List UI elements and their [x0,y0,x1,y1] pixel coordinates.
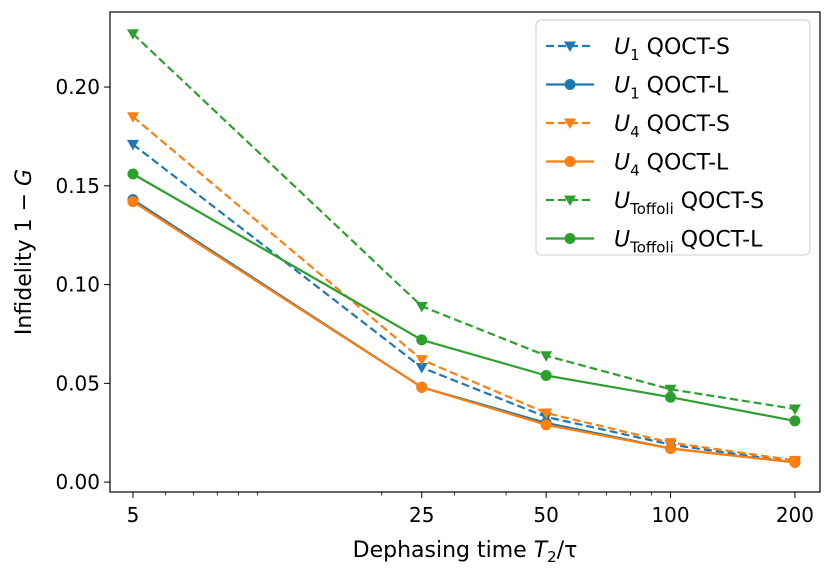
legend-label: U1 QOCT-S [614,35,730,64]
series-utoffoli-qoct-s [126,29,801,416]
legend-label: UToffoli QOCT-S [614,189,764,218]
data-point [126,139,139,151]
legend-label: U4 QOCT-S [614,112,730,141]
x-axis-title: Dephasing time T2/τ [353,538,578,566]
series-u4-qoct-l [127,196,801,468]
data-point [415,301,428,313]
x-tick-label: 5 [127,503,140,527]
plot-frame [109,11,821,493]
data-point [127,196,139,208]
legend-marker [564,118,576,129]
legend-item: U4 QOCT-L [546,151,729,180]
legend-label: UToffoli QOCT-L [614,228,763,257]
data-point [788,404,801,416]
data-point [416,381,428,393]
legend-item: U1 QOCT-S [546,35,730,64]
legend-frame [535,19,811,256]
x-tick-label: 200 [776,503,814,527]
legend: U1 QOCT-S U1 QOCT-L U4 QOCT-S U4 QOCT-L UTof… [535,19,811,257]
data-point [665,391,677,403]
legend-item: U1 QOCT-L [546,74,729,103]
data-point [789,456,801,468]
legend-marker [564,195,576,206]
legend-marker [564,156,576,167]
y-tick-label: 0.20 [55,75,100,99]
data-point [789,415,801,427]
data-point [415,363,428,374]
legend-marker [564,79,576,90]
data-point [416,334,428,346]
data-point [127,168,139,180]
series-utoffoli-qoct-l [127,168,801,427]
y-axis: 0.00 0.05 0.10 0.15 0.20 [55,75,110,494]
data-point [665,443,677,455]
x-axis: 5 25 50 100 200 [127,492,814,527]
legend-label: U1 QOCT-L [614,74,729,103]
y-tick-label: 0.05 [55,371,100,395]
legend-label: U4 QOCT-L [614,151,729,180]
legend-marker [564,233,576,244]
y-tick-label: 0.15 [55,174,100,198]
data-point [126,112,139,123]
x-tick-label: 25 [409,503,434,527]
data-point [540,408,553,419]
legend-marker [564,41,576,52]
legend-item: U4 QOCT-S [546,112,730,141]
x-tick-label: 100 [651,503,689,527]
data-point [415,355,428,366]
legend-item: UToffoli QOCT-S [546,189,764,218]
legend-item: UToffoli QOCT-L [546,228,763,257]
data-point [540,419,552,431]
series-layer [126,29,801,469]
data-point [126,29,139,40]
data-point [540,369,552,381]
y-tick-label: 0.10 [55,273,100,297]
data-point [664,384,677,396]
data-point [540,351,553,362]
y-axis-title: Infidelity 1 − G [12,169,37,335]
x-tick-label: 50 [533,503,558,527]
y-tick-label: 0.00 [55,470,100,494]
